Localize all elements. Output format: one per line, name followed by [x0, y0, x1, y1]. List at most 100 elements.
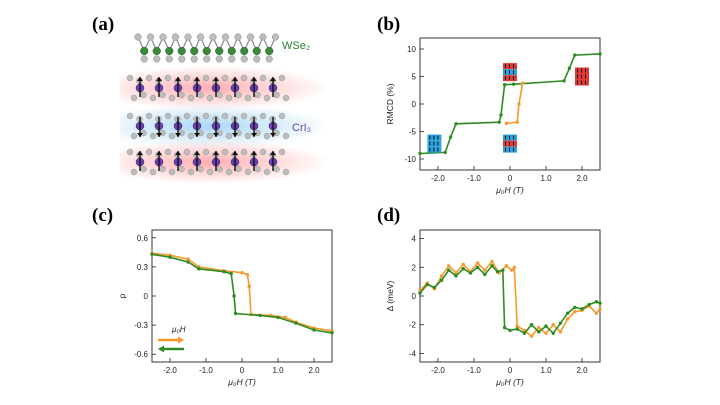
- i-atom: [225, 168, 233, 176]
- series-orange-point: [551, 322, 555, 327]
- i-atom: [197, 91, 204, 99]
- panel-label-c: (c): [92, 205, 114, 226]
- w-atom: [265, 46, 274, 56]
- y-axis-label: Δ (meV): [385, 280, 395, 311]
- series-green-point: [551, 331, 555, 336]
- i-atom: [126, 74, 134, 82]
- se-atom: [203, 55, 211, 63]
- cri3-label: CrI₃: [292, 122, 311, 134]
- legend-label: μ₀H: [171, 325, 186, 334]
- se-atom: [190, 55, 198, 63]
- i-atom: [187, 94, 195, 102]
- i-atom: [221, 74, 229, 82]
- series-green-point: [475, 265, 480, 270]
- i-atom: [206, 94, 214, 102]
- series-green-point: [580, 307, 584, 311]
- x-tick-label: -2.0: [431, 366, 445, 375]
- y-tick-label: -5: [409, 128, 417, 137]
- se-atom: [165, 55, 173, 63]
- i-atom: [145, 148, 153, 156]
- y-tick-label: 5: [412, 73, 417, 82]
- w-atom: [152, 46, 161, 56]
- y-tick-label: 4: [412, 235, 417, 244]
- series-green-point: [598, 301, 602, 305]
- series-green-point: [276, 315, 280, 320]
- se-atom: [234, 33, 242, 41]
- se-atom: [271, 33, 280, 41]
- i-atom: [235, 165, 242, 173]
- series-green-point: [587, 302, 591, 307]
- series-orange-point: [454, 271, 458, 275]
- series-orange-point: [520, 81, 525, 85]
- y-tick-label: 0: [412, 100, 417, 109]
- i-atom: [164, 74, 172, 82]
- x-tick-label: 0: [240, 366, 245, 375]
- series-green-line: [419, 264, 601, 335]
- i-atom: [183, 148, 191, 156]
- series-green-point: [233, 311, 238, 316]
- i-atom: [202, 74, 210, 82]
- series-green-point: [432, 285, 437, 290]
- series-green-point: [522, 331, 527, 336]
- se-atom: [221, 33, 230, 41]
- i-atom: [126, 112, 134, 120]
- i-atom: [278, 74, 286, 82]
- series-green-point: [150, 252, 154, 256]
- series-green-point: [454, 274, 458, 278]
- i-atom: [187, 132, 195, 140]
- series-green-point: [232, 294, 236, 298]
- i-atom: [216, 91, 223, 99]
- i-atom: [178, 91, 185, 99]
- series-orange-point: [517, 102, 521, 106]
- x-tick-label: 2.0: [576, 366, 588, 375]
- series-green-point: [562, 79, 566, 83]
- plot-frame: [419, 229, 601, 363]
- series-green-point: [439, 278, 444, 282]
- i-atom: [164, 112, 172, 120]
- series-green-point: [454, 122, 458, 126]
- series-orange-point: [515, 324, 519, 328]
- se-atom: [140, 55, 148, 63]
- series-orange-point: [529, 334, 534, 338]
- i-atom: [240, 148, 248, 156]
- wse2-layer: [134, 33, 280, 63]
- series-green-point: [461, 267, 465, 271]
- x-tick-label: 0: [508, 366, 513, 375]
- se-atom: [228, 55, 236, 63]
- se-atom: [259, 33, 267, 41]
- spin-config-inset: [503, 134, 517, 153]
- panel-label-a: (a): [92, 14, 115, 35]
- w-atom: [190, 46, 199, 56]
- i-atom: [244, 94, 252, 102]
- i-atom: [225, 94, 233, 102]
- se-atom: [215, 55, 223, 63]
- panel-label-d: (d): [377, 205, 401, 226]
- se-atom: [146, 33, 155, 41]
- series-green-point: [222, 270, 226, 274]
- series-green-point: [594, 300, 599, 304]
- series-green-point: [573, 305, 577, 310]
- series-green-point: [508, 328, 512, 333]
- i-atom: [130, 168, 138, 176]
- series-green-point: [448, 135, 453, 139]
- panel-label-b: (b): [377, 14, 401, 35]
- i-atom: [168, 132, 176, 140]
- y-tick-label: 0: [144, 292, 149, 301]
- i-atom: [263, 168, 271, 176]
- i-atom: [202, 112, 210, 120]
- series-green-point: [511, 82, 516, 86]
- series-orange-point: [245, 272, 250, 277]
- y-tick-label: -0.3: [134, 321, 148, 330]
- series-orange-point: [537, 325, 541, 330]
- i-atom: [244, 168, 252, 176]
- red-glow-band-bottom: [120, 140, 330, 184]
- series-green-point: [418, 151, 422, 156]
- i-atom: [168, 168, 176, 176]
- series-orange-line: [419, 260, 601, 338]
- x-tick-label: -1.0: [199, 366, 213, 375]
- se-atom: [246, 33, 255, 41]
- y-axis-label: RMCD (%): [385, 83, 395, 124]
- series-green-point: [418, 291, 422, 295]
- series-orange-point: [504, 264, 509, 268]
- x-tick-label: 0: [508, 174, 513, 183]
